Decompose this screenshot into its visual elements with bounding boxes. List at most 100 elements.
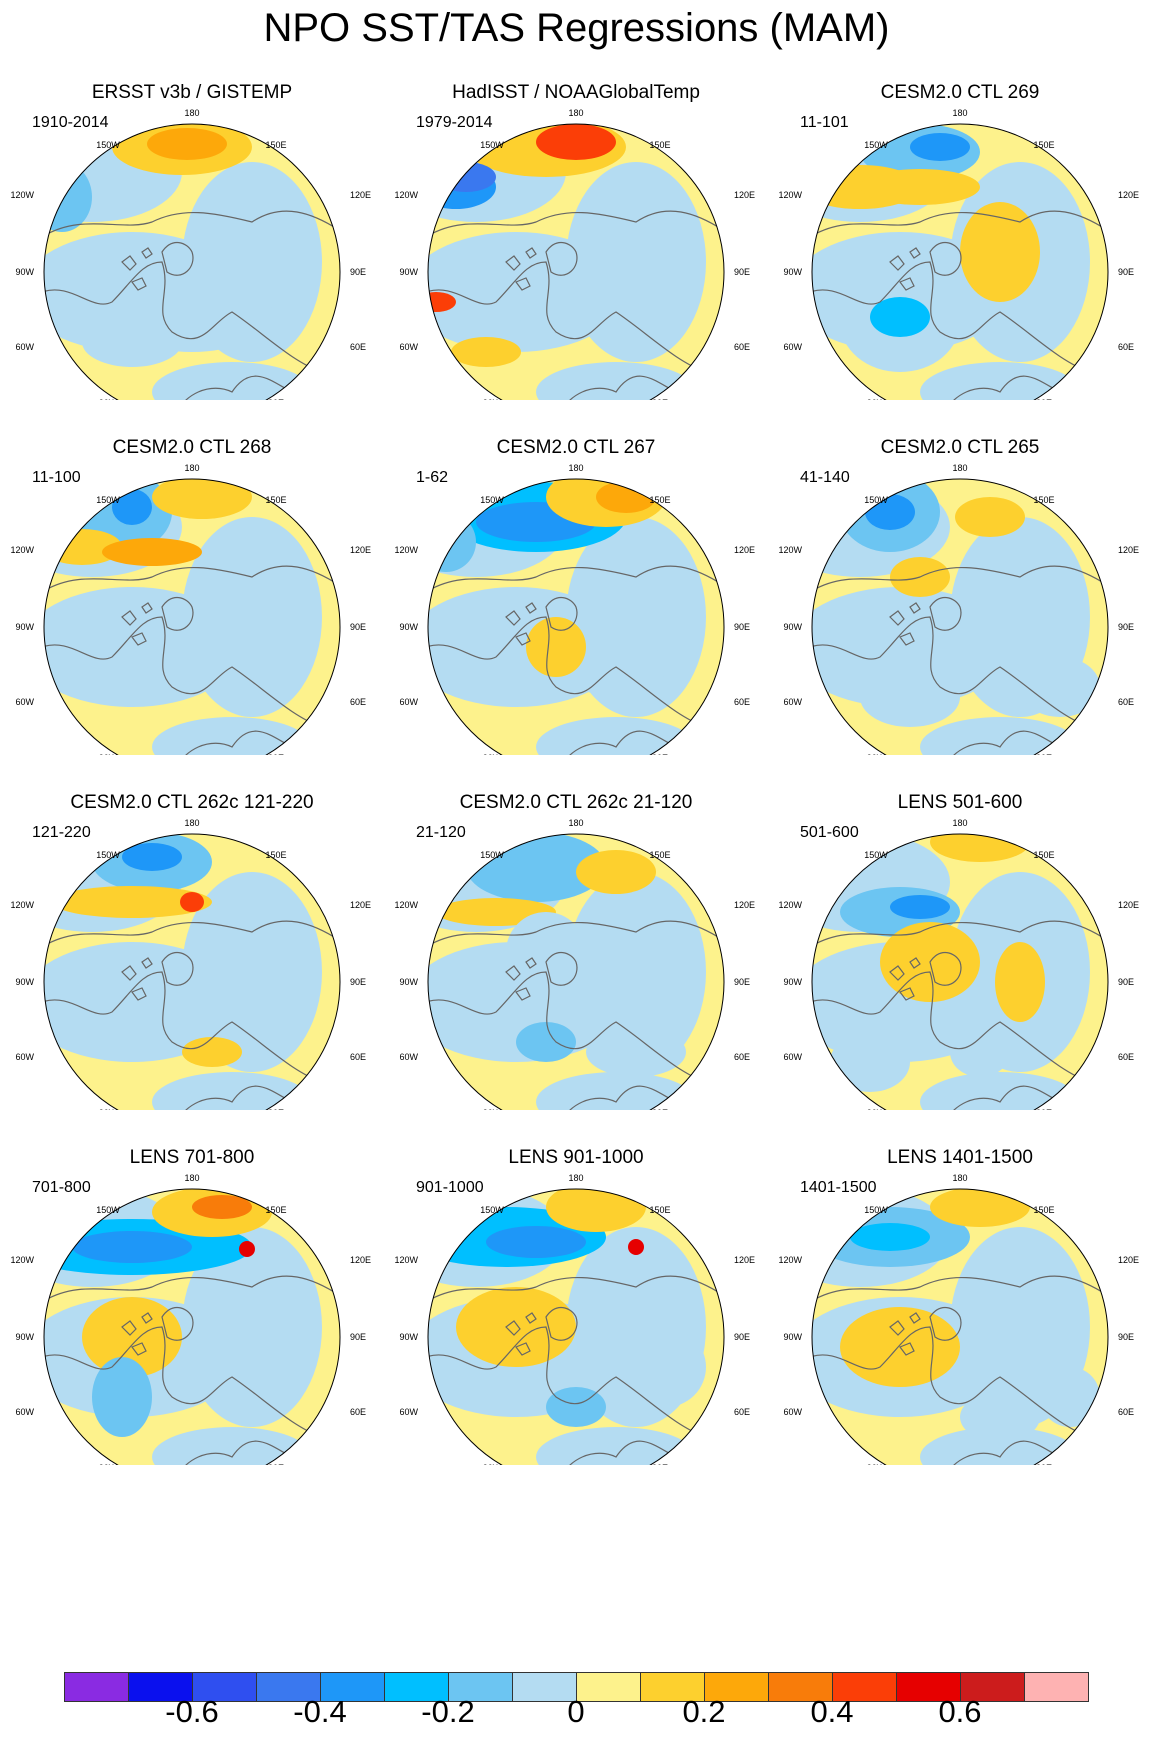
longitude-label: 180: [568, 463, 583, 473]
longitude-label: 90E: [350, 1332, 366, 1342]
anomaly-region: [526, 617, 586, 677]
anomaly-region: [180, 892, 204, 912]
colorbar-tick-label: -0.4: [293, 1694, 347, 1729]
coastline-contour-icon: [161, 597, 194, 631]
panel-title: CESM2.0 CTL 267: [496, 437, 656, 458]
longitude-label: 30E: [652, 1108, 668, 1110]
panel-period: 41-140: [800, 469, 850, 486]
colorbar-tick-label: -0.6: [165, 1694, 219, 1729]
longitude-label: 90W: [399, 267, 418, 277]
longitude-label: 120E: [1118, 190, 1139, 200]
colorbar-swatch: [832, 1672, 897, 1702]
map-boundary: [427, 478, 725, 755]
longitude-label: 30W: [483, 1463, 502, 1465]
map-boundary: [427, 1188, 725, 1465]
longitude-label: 120W: [778, 900, 802, 910]
map-panel: CESM2.0 CTL 262c 121-220 180 150W 150E 120W 1…: [0, 710, 384, 1110]
anomaly-region: [428, 512, 476, 572]
coastline-contour-icon: [555, 1085, 677, 1110]
map-boundary: [811, 123, 1109, 400]
longitude-label: 120W: [10, 900, 34, 910]
panel-title: CESM2.0 CTL 265: [880, 437, 1040, 458]
longitude-label: 120E: [734, 1255, 755, 1265]
coastline-contour-icon: [428, 210, 724, 238]
longitude-label: 150E: [265, 495, 286, 505]
polar-stereographic-map: 180150W150E120W120E90W90E60W60E30W30E0: [10, 818, 371, 1110]
coastline-contour-icon: [545, 1307, 578, 1341]
anomaly-region: [890, 895, 950, 919]
longitude-label: 30E: [652, 398, 668, 400]
longitude-label: 120E: [734, 190, 755, 200]
panel-period: 501-600: [800, 824, 859, 841]
coastline-contour-icon: [545, 597, 578, 631]
colorbar-swatch: [192, 1672, 257, 1702]
anomaly-region: [850, 1223, 930, 1251]
map-boundary: [43, 123, 341, 400]
anomaly-region: [239, 1241, 255, 1257]
coastline-contour-icon: [44, 210, 340, 238]
anomaly-region: [182, 872, 322, 1072]
longitude-label: 60E: [1118, 1052, 1134, 1062]
polar-stereographic-map: 180150W150E120W120E90W90E60W60E30W30E0: [778, 108, 1139, 400]
longitude-label: 120W: [778, 190, 802, 200]
longitude-label: 30W: [867, 398, 886, 400]
polar-stereographic-map: 180150W150E120W120E90W90E60W60E30W30E0: [394, 818, 755, 1110]
coastline-contour-icon: [505, 957, 537, 1001]
longitude-label: 90E: [350, 622, 366, 632]
coastline-contour-icon: [161, 1307, 194, 1341]
longitude-label: 90W: [783, 1332, 802, 1342]
longitude-label: 30W: [867, 1108, 886, 1110]
anomaly-region: [860, 667, 960, 727]
longitude-label: 120W: [778, 545, 802, 555]
longitude-label: 60E: [734, 1407, 750, 1417]
coastline-contour-icon: [44, 261, 323, 373]
longitude-label: 60W: [399, 1052, 418, 1062]
anomaly-region: [147, 128, 227, 160]
map-panel: CESM2.0 CTL 267 180 150W 150E 120W 120E 90W 90E…: [384, 355, 768, 755]
coastline-contour-icon: [939, 730, 1061, 755]
anomaly-region: [102, 538, 202, 566]
longitude-label: 180: [952, 108, 967, 118]
anomaly-region: [955, 497, 1025, 537]
polar-stereographic-map: 180150W150E120W120E90W90E60W60E30W30E0: [394, 108, 755, 400]
anomaly-region: [82, 317, 182, 367]
anomaly-region: [536, 124, 616, 160]
anomaly-region: [960, 1392, 1040, 1442]
coastline-contour-icon: [812, 971, 1091, 1083]
longitude-label: 150W: [480, 1205, 504, 1215]
coastline-contour-icon: [161, 242, 194, 276]
longitude-label: 180: [952, 463, 967, 473]
longitude-label: 180: [568, 1173, 583, 1183]
longitude-label: 150E: [265, 850, 286, 860]
anomaly-region: [1040, 1367, 1100, 1427]
anomaly-region: [112, 489, 152, 525]
longitude-label: 90W: [783, 977, 802, 987]
coastline-contour-icon: [505, 1312, 537, 1356]
coastline-contour-icon: [929, 952, 962, 986]
coastline-contour-icon: [171, 730, 293, 755]
coastline-contour-icon: [812, 261, 1091, 373]
anomaly-region: [82, 1297, 182, 1377]
map-panel: HadISST / NOAAGlobalTemp 180 150W 150E 120W 1…: [384, 0, 768, 400]
map-panel: CESM2.0 CTL 268 180 150W 150E 120W 120E 90W 90E…: [0, 355, 384, 755]
coastline-contour-icon: [889, 602, 921, 646]
longitude-label: 30E: [1036, 753, 1052, 755]
coastline-contour-icon: [812, 1326, 1091, 1438]
coastline-contour-icon: [428, 565, 724, 593]
coastline-contour-icon: [889, 247, 921, 291]
longitude-label: 120W: [394, 900, 418, 910]
map-panel: LENS 701-800 180 150W 150E 120W 120E 90W 90E 60W…: [0, 1065, 384, 1465]
longitude-label: 30E: [268, 753, 284, 755]
longitude-label: 90E: [350, 977, 366, 987]
map-panel: LENS 1401-1500 180 150W 150E 120W 120E 90W 90E 6…: [768, 1065, 1152, 1465]
anomaly-region: [44, 617, 62, 657]
coastline-contour-icon: [555, 730, 677, 755]
coastline-contour-icon: [812, 565, 1108, 593]
longitude-label: 180: [568, 818, 583, 828]
anomaly-region: [182, 517, 322, 717]
longitude-label: 90E: [734, 977, 750, 987]
longitude-label: 90W: [15, 267, 34, 277]
anomaly-region: [72, 1231, 192, 1263]
longitude-label: 120W: [10, 190, 34, 200]
coastline-contour-icon: [121, 1312, 153, 1356]
